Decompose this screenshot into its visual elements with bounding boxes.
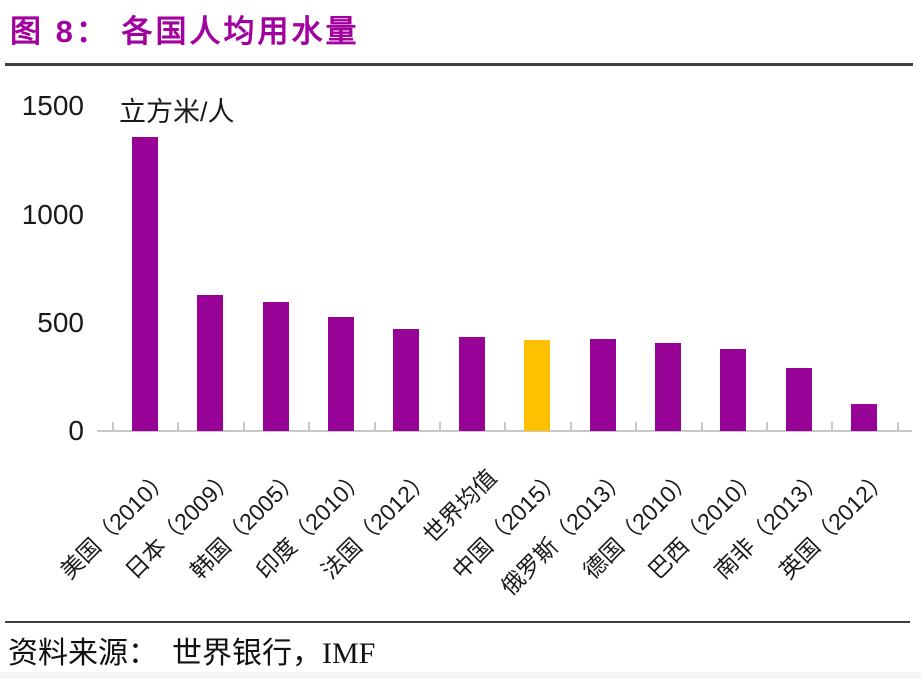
chart-bar xyxy=(132,137,158,431)
y-axis-unit-label: 立方米/人 xyxy=(119,97,235,127)
x-axis-tick xyxy=(243,422,245,430)
chart-bar xyxy=(851,404,877,431)
chart-bar xyxy=(263,302,289,431)
x-axis-tick xyxy=(766,422,768,430)
chart-bar xyxy=(459,337,485,431)
x-axis-tick xyxy=(177,422,179,430)
x-axis-tick xyxy=(831,422,833,430)
chart-bar xyxy=(786,368,812,431)
x-axis-tick xyxy=(374,422,376,430)
x-axis-tick xyxy=(439,422,441,430)
chart-bar xyxy=(328,317,354,431)
source-value: 世界银行，IMF xyxy=(172,637,376,670)
y-axis-tick-label: 1000 xyxy=(21,198,84,230)
figure-title: 图 8： 各国人均用水量 xyxy=(10,14,360,49)
y-axis-tick-label: 1500 xyxy=(21,90,84,122)
chart-bar xyxy=(393,329,419,431)
y-axis-tick-label: 0 xyxy=(68,415,84,446)
source-label: 资料来源： xyxy=(8,637,158,670)
x-axis-tick xyxy=(701,422,703,430)
x-axis-tick xyxy=(308,422,310,430)
chart-bar xyxy=(720,349,746,431)
x-axis-line xyxy=(97,430,912,432)
title-divider xyxy=(5,63,913,66)
x-axis-tick xyxy=(635,422,637,430)
x-axis-tick xyxy=(112,422,114,430)
x-axis-tick xyxy=(570,422,572,430)
chart-bar xyxy=(655,343,681,431)
chart-bar xyxy=(197,295,223,431)
y-axis-tick-label: 500 xyxy=(37,306,84,338)
chart-bar-highlighted xyxy=(524,340,550,431)
source-line: 资料来源： 世界银行，IMF xyxy=(8,628,375,672)
x-axis-tick xyxy=(504,422,506,430)
footer-divider xyxy=(5,621,910,623)
chart-bar xyxy=(590,339,616,431)
x-axis-tick xyxy=(897,422,899,430)
page-bottom-edge xyxy=(0,672,921,679)
